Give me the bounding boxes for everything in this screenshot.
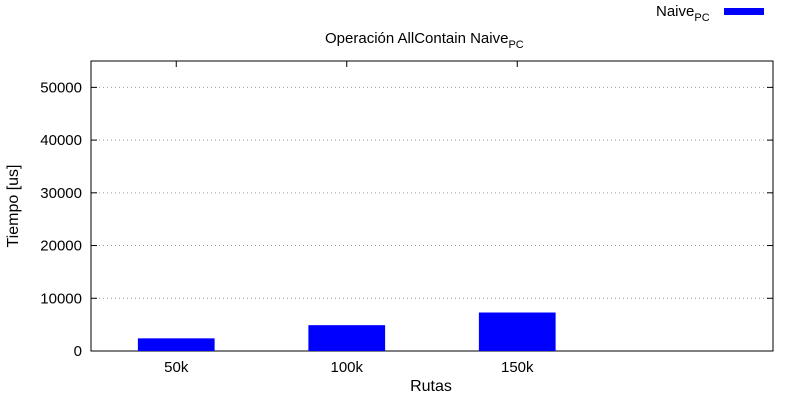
bar: [137, 338, 215, 351]
legend-series-subscript: PC: [694, 12, 709, 24]
bar: [478, 312, 556, 351]
chart-title-main: Operación AllContain Naive: [325, 30, 508, 47]
y-tick-label: 20000: [40, 238, 82, 255]
legend-swatch: [724, 8, 764, 15]
x-axis-title: Rutas: [410, 378, 452, 395]
y-tick-label: 10000: [40, 290, 82, 307]
y-tick-label: 40000: [40, 132, 82, 149]
chart-title: Operación AllContain NaivePC: [325, 30, 524, 51]
y-axis: 0 10000 20000 30000 40000 50000: [40, 79, 773, 360]
x-tick-label: 150k: [501, 359, 534, 376]
chart-title-subscript: PC: [508, 39, 523, 51]
y-tick-label: 50000: [40, 79, 82, 96]
legend: NaivePC: [656, 3, 764, 24]
y-axis-title: Tiempo [us]: [5, 165, 22, 248]
x-tick-label: 100k: [330, 359, 363, 376]
legend-series-name: Naive: [656, 3, 694, 20]
y-tick-label: 0: [74, 343, 82, 360]
legend-label: NaivePC: [656, 3, 710, 24]
bars: [137, 312, 556, 351]
x-tick-label: 50k: [164, 359, 189, 376]
plot-frame: [90, 60, 774, 352]
y-tick-label: 30000: [40, 185, 82, 202]
bar: [308, 325, 386, 351]
grid-lines: [91, 86, 773, 299]
